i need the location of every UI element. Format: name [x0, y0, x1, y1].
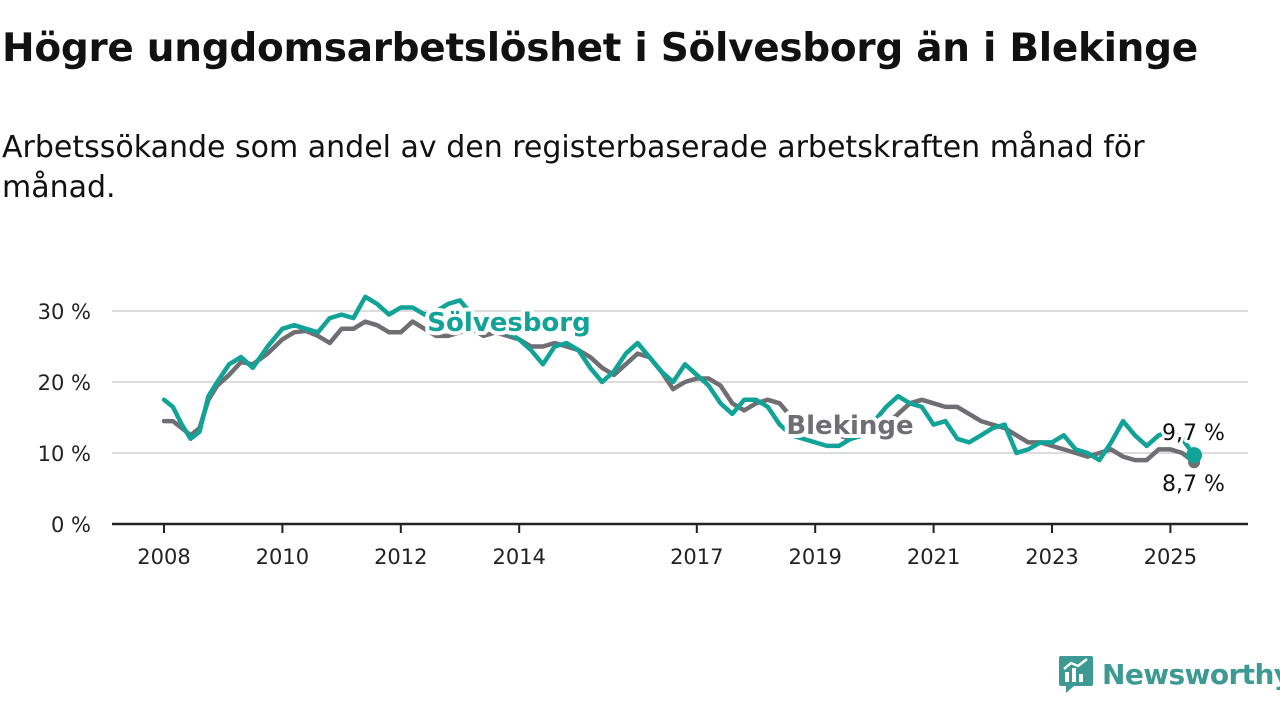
end-label-solvesborg: 9,7 % — [1162, 421, 1225, 446]
newsworthy-logo-icon — [1059, 656, 1093, 693]
end-label-blekinge: 8,7 % — [1162, 472, 1225, 497]
series-label-blekinge: Blekinge — [786, 411, 913, 441]
chart-subtitle: Arbetssökande som andel av den registerb… — [2, 130, 1145, 205]
x-tick-label: 2008 — [137, 545, 190, 569]
y-tick-label: 10 % — [38, 442, 91, 466]
x-tick-label: 2010 — [256, 545, 309, 569]
x-tick-label: 2025 — [1144, 545, 1197, 569]
gridlines — [112, 310, 1248, 454]
x-tick-label: 2014 — [492, 545, 545, 569]
x-tick-label: 2012 — [374, 545, 427, 569]
series-line-solvesborg — [161, 294, 1197, 463]
end-point-solvesborg — [1186, 447, 1203, 464]
x-tick-label: 2019 — [788, 545, 841, 569]
x-tick-label: 2017 — [670, 545, 723, 569]
y-tick-label: 0 % — [51, 513, 91, 537]
annotations: Sölvesborg Blekinge 9,7 % 8,7 % — [423, 304, 1228, 500]
y-tick-label: 30 % — [38, 300, 91, 324]
newsworthy-logo-text: Newsworthy — [1102, 657, 1280, 691]
axes: 0 % 10 % 20 % 30 % 2008 2010 2012 2014 2017 2019 2… — [38, 300, 1248, 569]
series-line-blekinge — [161, 319, 1197, 465]
series-label-solvesborg: Sölvesborg — [427, 308, 590, 338]
newsworthy-logo: Newsworthy — [1058, 654, 1280, 694]
x-tick-label: 2023 — [1025, 545, 1078, 569]
y-tick-label: 20 % — [38, 371, 91, 395]
x-tick-label: 2021 — [907, 545, 960, 569]
series-lines — [161, 294, 1203, 469]
chart-title: Högre ungdomsarbetslöshet i Sölvesborg ä… — [2, 26, 1198, 71]
